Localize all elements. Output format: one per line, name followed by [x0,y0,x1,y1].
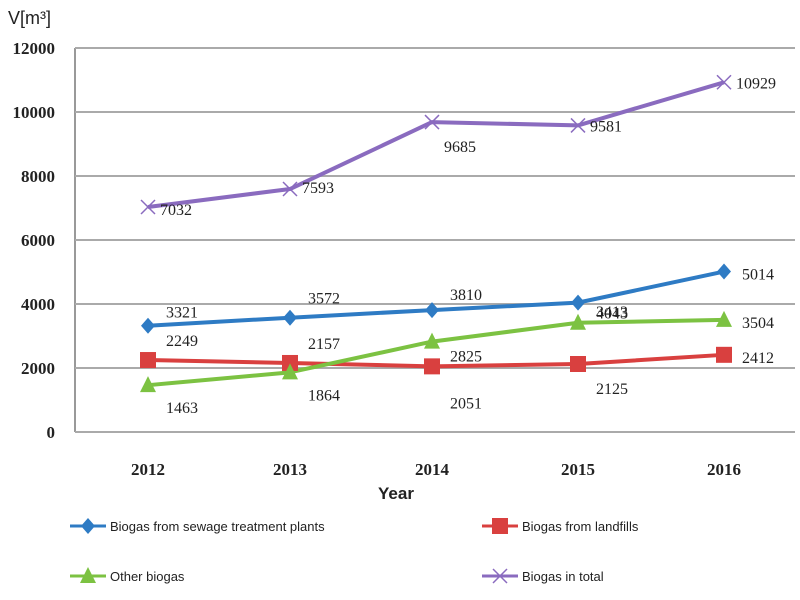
x-marker-stroke [716,74,732,90]
x-marker-stroke [140,199,156,215]
square-marker [140,352,156,369]
data-label: 5014 [742,267,774,284]
legend-item-total: Biogas in total [482,568,604,584]
diamond-marker [283,309,297,326]
y-axis-label: V[m³] [8,8,51,28]
square-marker [282,354,298,371]
data-label: 2051 [450,395,482,412]
square-marker [424,358,440,375]
data-label: 7593 [302,180,334,197]
x-marker-stroke [282,181,298,197]
legend-item-landfills: Biogas from landfills [482,518,639,534]
y-tick-label: 4000 [21,295,55,314]
y-tick-label: 2000 [21,359,55,378]
x-marker [140,199,156,215]
data-label: 3810 [450,287,482,304]
x-marker [282,181,298,197]
diamond-marker [81,518,95,534]
triangle-marker [570,313,586,330]
data-label: 3413 [596,304,628,321]
triangle-marker [716,310,732,327]
series-line-sewage [147,269,725,328]
data-label: 4043 [596,306,628,323]
series-line-other [147,317,725,388]
x-marker [424,114,440,130]
x-marker-stroke [492,568,508,584]
data-label: 1864 [308,387,340,404]
data-label: 2249 [166,333,198,350]
x-marker-stroke [424,114,440,130]
series-line-total [147,80,725,209]
x-marker [492,568,508,584]
diamond-marker [717,263,731,280]
data-label: 3504 [742,315,774,332]
x-tick-label: 2013 [273,460,307,479]
y-tick-label: 10000 [13,103,56,122]
y-tick-label: 12000 [13,39,56,58]
legend-label: Other biogas [110,569,185,584]
data-label: 2825 [450,349,482,366]
y-tick-label: 6000 [21,231,55,250]
triangle-marker [282,363,298,380]
square-marker [570,356,586,372]
x-tick-label: 2014 [415,460,450,479]
triangle-marker [140,376,156,393]
x-tick-label: 2012 [131,460,165,479]
x-tick-label: 2016 [707,460,741,479]
square-marker [492,518,508,534]
triangle-marker [424,332,440,349]
data-label: 2125 [596,381,628,398]
x-marker [570,117,586,133]
data-label: 3572 [308,291,340,308]
diamond-marker [571,294,585,311]
data-label: 2157 [308,336,340,353]
legend-label: Biogas in total [522,569,604,584]
x-marker [716,74,732,90]
y-tick-label: 0 [47,423,56,442]
x-axis-title: Year [378,484,414,503]
gridlines [74,47,795,433]
data-label: 9581 [590,118,622,135]
y-tick-labels: 0 2000 4000 6000 8000 10000 12000 [13,39,56,442]
data-label: 2412 [742,350,774,367]
diamond-marker [425,302,439,319]
legend-item-sewage: Biogas from sewage treatment plants [70,518,325,534]
data-label: 1463 [166,400,198,417]
legend-label: Biogas from landfills [522,519,639,534]
data-label: 9685 [444,139,476,156]
legend: Biogas from sewage treatment plants Bioga… [70,518,639,584]
legend-label: Biogas from sewage treatment plants [110,519,325,534]
diamond-marker [141,317,155,334]
y-tick-label: 8000 [21,167,55,186]
data-label: 7032 [160,202,192,219]
data-labels: 3321 3572 3810 4043 5014 2249 2157 2051 2125 2412… [160,75,776,417]
x-tick-labels: 2012 2013 2014 2015 2016 [131,460,741,479]
series-markers [140,74,732,393]
square-marker [716,346,732,363]
data-label: 10929 [736,75,776,92]
legend-item-other: Other biogas [70,567,185,584]
series-lines [147,80,725,388]
x-tick-label: 2015 [561,460,595,479]
data-label: 3321 [166,305,198,322]
x-marker-stroke [570,117,586,133]
triangle-marker [80,567,96,583]
